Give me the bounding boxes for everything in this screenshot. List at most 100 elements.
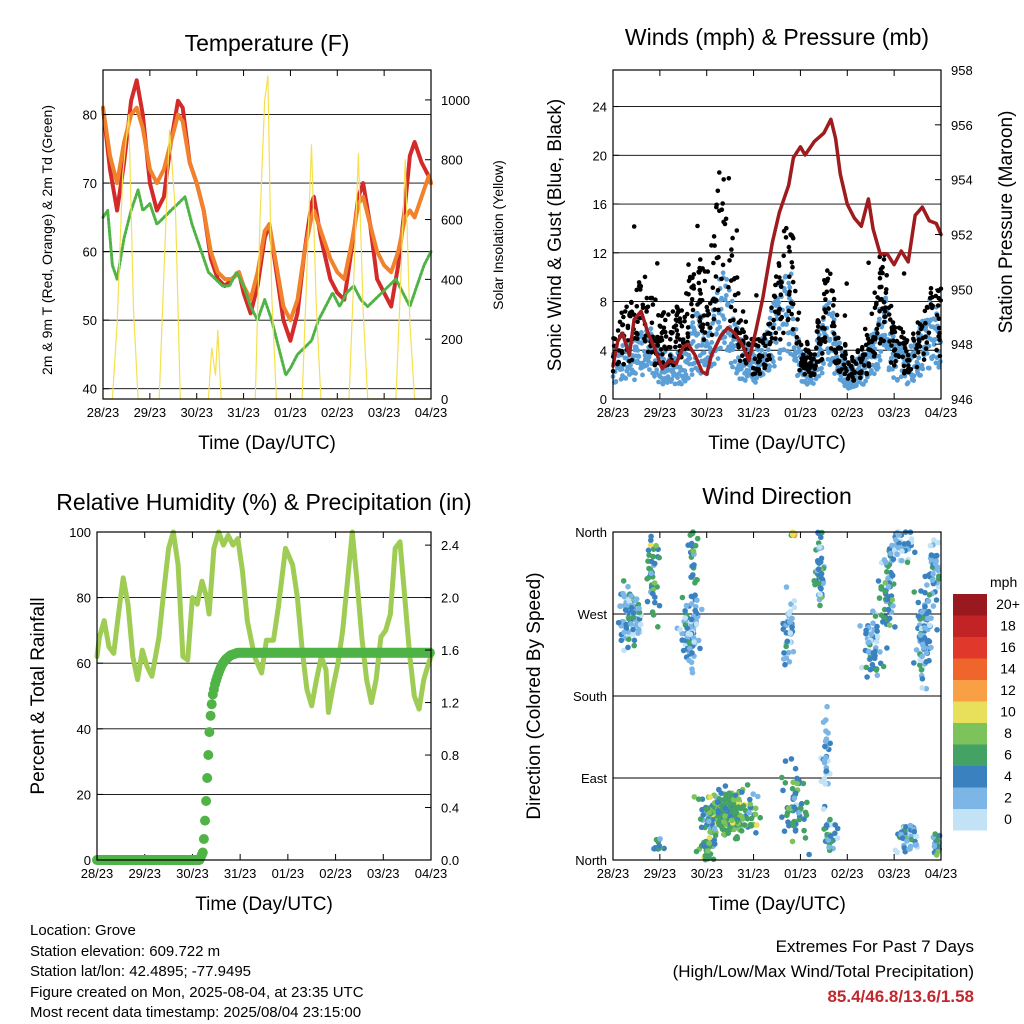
direction-point bbox=[733, 809, 740, 816]
direction-point bbox=[688, 616, 695, 623]
gust-point bbox=[901, 363, 907, 369]
direction-point bbox=[923, 685, 930, 692]
gust-point bbox=[855, 349, 861, 355]
y-tick-label: South bbox=[573, 689, 607, 704]
direction-point bbox=[791, 604, 798, 611]
direction-point bbox=[876, 595, 883, 601]
direction-point bbox=[904, 559, 911, 566]
wind-point bbox=[835, 364, 841, 370]
direction-point bbox=[893, 536, 899, 543]
gust-point bbox=[743, 319, 749, 325]
x-axis-label: Time (Day/UTC) bbox=[708, 894, 846, 915]
gust-point bbox=[697, 265, 702, 271]
gust-point bbox=[844, 281, 849, 286]
gust-point bbox=[843, 343, 848, 348]
gust-point bbox=[658, 347, 664, 352]
direction-point bbox=[869, 661, 876, 668]
wind-point bbox=[732, 359, 738, 364]
direction-point bbox=[652, 599, 658, 606]
direction-point bbox=[648, 537, 654, 543]
direction-point bbox=[874, 628, 880, 634]
direction-point bbox=[790, 648, 797, 655]
direction-point bbox=[780, 656, 787, 662]
direction-point bbox=[868, 631, 875, 637]
direction-point bbox=[873, 667, 880, 673]
direction-point bbox=[785, 805, 792, 812]
gust-point bbox=[729, 253, 735, 258]
gust-point bbox=[789, 260, 795, 265]
chart-title: Winds (mph) & Pressure (mb) bbox=[625, 24, 929, 50]
gust-point bbox=[652, 362, 658, 368]
direction-point bbox=[911, 589, 917, 595]
gust-point bbox=[914, 346, 919, 351]
gust-point bbox=[728, 318, 733, 324]
gust-point bbox=[663, 346, 669, 352]
gust-point bbox=[716, 254, 721, 260]
wind-point bbox=[776, 326, 782, 331]
gust-point bbox=[717, 170, 722, 175]
gust-point bbox=[668, 337, 673, 342]
wind-point bbox=[724, 277, 730, 282]
gust-point bbox=[799, 362, 804, 368]
x-tick-label: 04/23 bbox=[925, 405, 958, 420]
y-axis-label: Percent & Total Rainfall bbox=[28, 597, 49, 794]
gust-point bbox=[833, 350, 839, 355]
direction-point bbox=[689, 669, 696, 676]
gust-point bbox=[691, 283, 696, 289]
wind-point bbox=[767, 364, 773, 370]
direction-point bbox=[886, 622, 893, 628]
gust-point bbox=[849, 363, 854, 369]
gust-point bbox=[877, 341, 883, 346]
gust-point bbox=[752, 371, 758, 377]
direction-point bbox=[656, 602, 663, 609]
direction-point bbox=[693, 621, 700, 628]
direction-point bbox=[683, 602, 690, 609]
direction-point bbox=[904, 838, 910, 844]
wind-point bbox=[696, 343, 701, 348]
wind-point bbox=[936, 363, 942, 369]
gust-point bbox=[637, 282, 642, 288]
gust-point bbox=[685, 325, 691, 330]
wind-point bbox=[669, 377, 675, 382]
gust-point bbox=[828, 271, 833, 277]
direction-point bbox=[823, 822, 830, 829]
gust-point bbox=[728, 304, 734, 310]
created-text: Figure created on Mon, 2025-08-04, at 23… bbox=[30, 983, 364, 1001]
direction-point bbox=[823, 728, 829, 734]
wind-direction-panel: Wind Direction 28/23 29/23 30/23 31/23 01/23 0… bbox=[524, 483, 957, 915]
gust-point bbox=[741, 329, 746, 335]
gust-point bbox=[670, 309, 676, 314]
gust-point bbox=[635, 332, 640, 337]
direction-point bbox=[691, 639, 697, 645]
gust-point bbox=[862, 352, 868, 358]
direction-point bbox=[630, 631, 636, 637]
gust-point bbox=[711, 316, 717, 322]
wind-point bbox=[675, 375, 680, 380]
gust-point bbox=[905, 353, 911, 358]
gust-point bbox=[900, 354, 905, 360]
y2-tick-label: 0.0 bbox=[441, 853, 459, 868]
direction-point bbox=[888, 550, 894, 557]
precip-point bbox=[197, 847, 208, 858]
direction-point bbox=[801, 827, 807, 834]
gust-point bbox=[893, 359, 898, 364]
precip-point bbox=[203, 750, 214, 760]
gust-point bbox=[709, 332, 715, 338]
direction-point bbox=[903, 824, 909, 830]
series-t9m bbox=[101, 105, 433, 323]
gust-point bbox=[824, 289, 830, 295]
direction-point bbox=[806, 851, 812, 858]
gust-point bbox=[737, 358, 743, 364]
gust-point bbox=[783, 235, 789, 240]
direction-point bbox=[804, 799, 810, 806]
gust-point bbox=[889, 343, 894, 348]
gust-point bbox=[781, 330, 786, 336]
direction-point bbox=[815, 580, 822, 587]
gust-point bbox=[805, 362, 811, 367]
wind-point bbox=[920, 366, 926, 372]
y2-tick-label: 1000 bbox=[441, 93, 470, 108]
gust-point bbox=[621, 314, 626, 320]
gust-point bbox=[906, 369, 911, 375]
gust-point bbox=[733, 327, 739, 332]
gust-point bbox=[708, 325, 713, 331]
